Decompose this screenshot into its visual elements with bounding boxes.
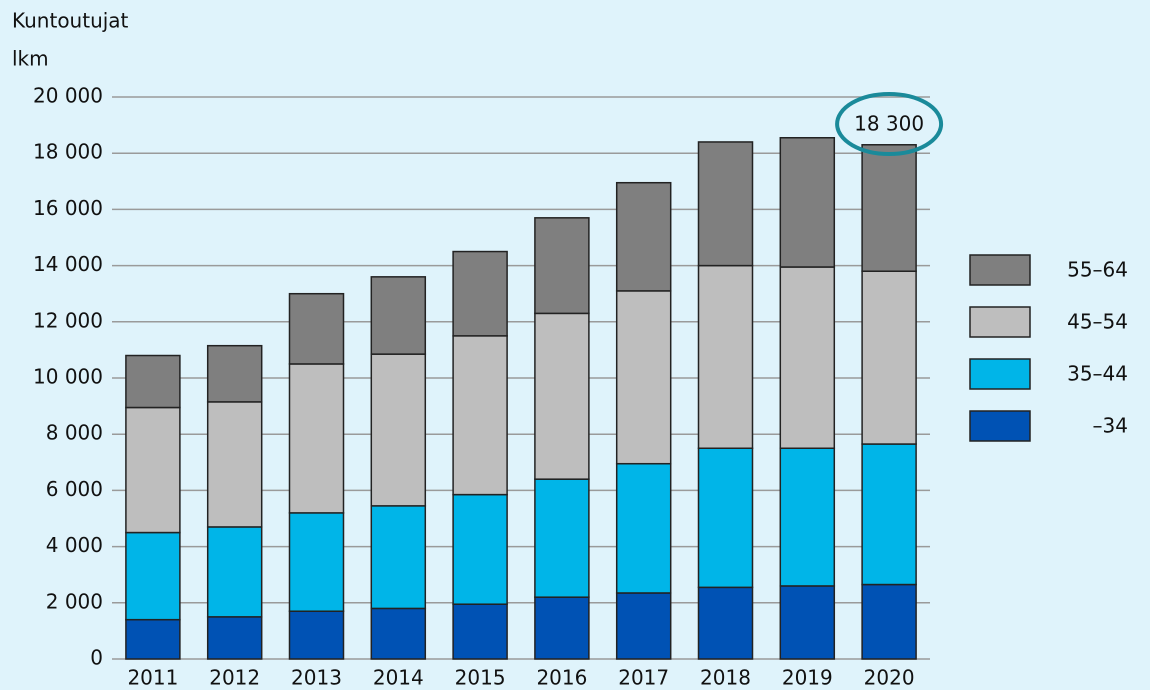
bar-segment [697,447,754,589]
annotation-text: 18 300 [854,112,924,136]
bar-segment [206,616,263,660]
y-tick-label: 16 000 [33,196,103,220]
bar-segment [452,250,508,337]
bar-segment [697,264,754,449]
bar-segment [370,607,427,660]
y-tick-label: 2 000 [46,589,103,613]
bar-segment [370,276,427,355]
y-tick-label: 10 000 [33,365,103,389]
bar-segment [861,144,917,272]
bar-segment [452,335,508,496]
bar-segment [779,266,836,449]
bar-segment [615,290,672,465]
x-tick-label: 2017 [618,666,669,690]
bar-segment [861,443,917,586]
legend-swatch [969,254,1031,286]
y-tick-label: 20 000 [33,84,103,108]
legend-label: –34 [1093,414,1128,438]
legend-label: 55–64 [1067,258,1128,282]
annotation-circle [835,92,944,156]
y-axis-label: lkm [12,47,49,71]
bar-segment [615,592,672,660]
bar-segment [697,586,754,660]
bar-segment [288,512,345,612]
bar-segment [452,603,508,660]
bar-segment [370,505,427,610]
bar-segment [779,447,836,587]
bar-segment [206,344,263,403]
y-tick-label: 6 000 [46,477,103,501]
bar-segment [288,363,345,514]
bar-segment [125,531,181,621]
x-tick-label: 2016 [536,666,587,690]
bar-segment [288,292,345,365]
bar-segment [125,406,181,534]
bar-segment [370,353,427,507]
legend-swatch [969,358,1031,390]
bar-segment [125,618,181,660]
y-tick-label: 4 000 [46,533,103,557]
bar-segment [861,583,917,660]
x-tick-label: 2018 [700,666,751,690]
bar-segment [615,181,672,292]
y-tick-label: 18 000 [33,140,103,164]
y-tick-label: 0 [90,646,103,670]
legend-label: 35–44 [1067,362,1128,386]
bar-segment [125,354,181,409]
bar-segment [452,493,508,605]
x-tick-label: 2013 [291,666,342,690]
bar-segment [206,526,263,618]
bar-segment [288,610,345,660]
x-tick-label: 2014 [373,666,424,690]
bar-segment [615,462,672,594]
bar-segment [534,478,590,598]
bar-segment [534,217,590,315]
legend-swatch [969,306,1031,338]
chart-title: Kuntoutujat [12,9,129,33]
y-tick-label: 8 000 [46,421,103,445]
bar-segment [779,136,836,268]
x-tick-label: 2011 [127,666,178,690]
x-tick-label: 2019 [782,666,833,690]
x-tick-label: 2015 [455,666,506,690]
legend-swatch [969,410,1031,442]
bar-segment [534,312,590,480]
x-tick-label: 2020 [864,666,915,690]
y-tick-label: 12 000 [33,308,103,332]
legend-label: 45–54 [1067,310,1128,334]
bar-segment [534,596,590,660]
bar-segment [206,401,263,528]
bar-segment [861,270,917,445]
x-tick-label: 2012 [209,666,260,690]
y-tick-label: 14 000 [33,252,103,276]
bar-segment [697,141,754,267]
bar-segment [779,585,836,660]
